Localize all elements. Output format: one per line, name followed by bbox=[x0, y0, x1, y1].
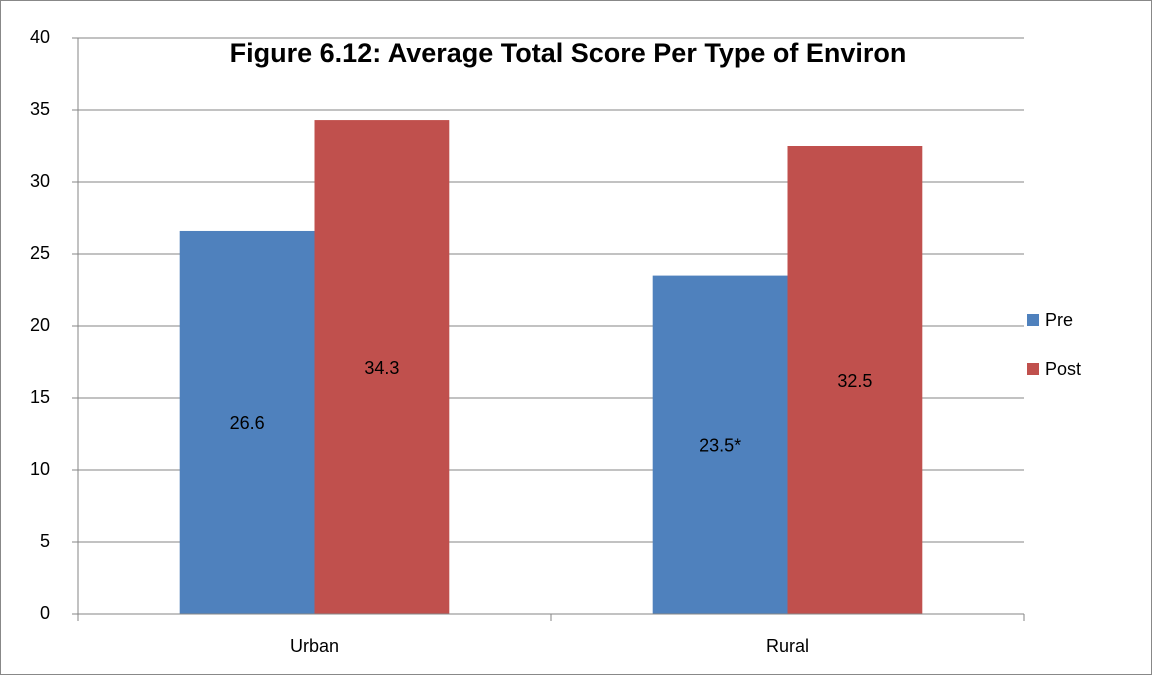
data-label: 34.3 bbox=[364, 358, 399, 378]
data-label: 26.6 bbox=[230, 413, 265, 433]
y-tick-label: 35 bbox=[30, 99, 50, 119]
bar bbox=[314, 120, 450, 614]
legend-swatch bbox=[1027, 314, 1039, 326]
legend-label: Post bbox=[1045, 359, 1081, 379]
data-label: 23.5* bbox=[699, 436, 741, 456]
y-tick-label: 40 bbox=[30, 27, 50, 47]
legend-swatch bbox=[1027, 363, 1039, 375]
data-label: 32.5 bbox=[837, 371, 872, 391]
y-tick-label: 10 bbox=[30, 459, 50, 479]
y-tick-label: 0 bbox=[40, 603, 50, 623]
y-tick-label: 15 bbox=[30, 387, 50, 407]
y-tick-label: 5 bbox=[40, 531, 50, 551]
bar bbox=[652, 275, 788, 614]
legend-label: Pre bbox=[1045, 310, 1073, 330]
bar bbox=[787, 146, 923, 614]
y-tick-label: 30 bbox=[30, 171, 50, 191]
y-tick-label: 25 bbox=[30, 243, 50, 263]
bar bbox=[179, 230, 315, 614]
x-tick-label: Rural bbox=[766, 636, 809, 656]
chart-title: Figure 6.12: Average Total Score Per Typ… bbox=[230, 38, 907, 68]
x-tick-label: Urban bbox=[290, 636, 339, 656]
y-tick-label: 20 bbox=[30, 315, 50, 335]
